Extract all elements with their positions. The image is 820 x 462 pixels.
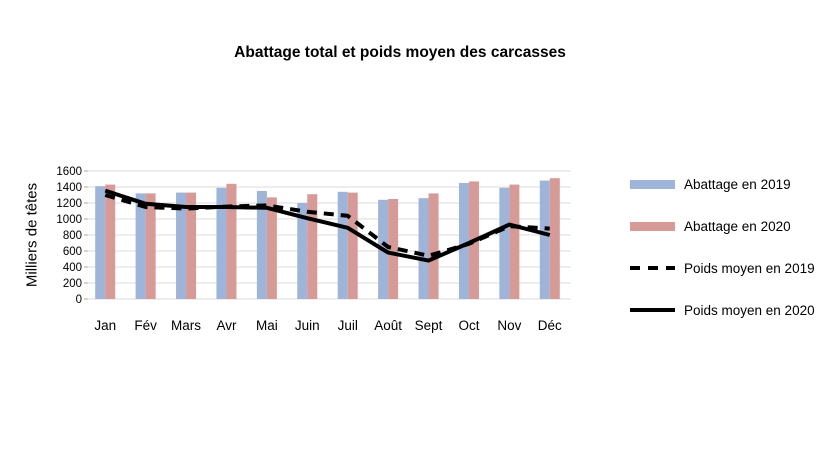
bar-abattage-en-2019	[135, 193, 146, 299]
bar-abattage-en-2019	[216, 187, 227, 299]
bar-abattage-en-2020	[347, 192, 358, 299]
dashed-line-swatch-icon	[630, 266, 675, 270]
bar-abattage-en-2019	[337, 191, 348, 299]
y-tick-label: 0	[76, 294, 82, 306]
legend-item-abattage-2019: Abattage en 2019	[630, 163, 815, 205]
bar-abattage-en-2020	[186, 192, 197, 299]
legend-item-abattage-2020: Abattage en 2020	[630, 205, 815, 247]
bar-abattage-en-2019	[539, 180, 550, 299]
x-tick-label: Nov	[497, 318, 521, 333]
x-tick-label: Déc	[538, 318, 562, 333]
y-tick-label: 1000	[56, 214, 82, 226]
chart-title: Abattage total et poids moyen des carcas…	[234, 44, 566, 61]
bar-abattage-en-2019	[297, 203, 308, 299]
y-tick-label: 1600	[56, 166, 82, 178]
solid-line-swatch-icon	[630, 308, 675, 312]
legend-label: Poids moyen en 2020	[684, 302, 815, 318]
line-poids-moyen-en-2020	[104, 188, 551, 263]
x-tick-label: Avr	[216, 318, 237, 333]
y-tick-label: 400	[63, 262, 82, 274]
bar-abattage-en-2019	[95, 186, 106, 299]
x-tick-label: Sept	[415, 318, 443, 333]
y-tick-label: 1400	[56, 182, 82, 194]
y-tick-label: 600	[63, 246, 82, 258]
bar-2019-swatch-icon	[630, 179, 675, 189]
y-tick-label: 200	[63, 278, 82, 290]
bar-abattage-en-2020	[549, 178, 560, 299]
x-tick-label: Juil	[338, 318, 358, 333]
x-tick-label: Jan	[94, 318, 116, 333]
bar-abattage-en-2020	[105, 184, 116, 299]
bar-abattage-en-2020	[307, 194, 318, 299]
bar-2020-swatch-icon	[630, 221, 675, 231]
x-tick-label: Fév	[134, 318, 157, 333]
x-tick-label: Juin	[295, 318, 320, 333]
bar-abattage-en-2020	[428, 193, 439, 299]
bar-abattage-en-2020	[266, 197, 277, 299]
bar-abattage-en-2020	[509, 184, 520, 299]
y-tick-label: 800	[63, 230, 82, 242]
bar-abattage-en-2019	[499, 187, 510, 299]
x-tick-label: Mars	[171, 318, 201, 333]
bar-abattage-en-2020	[226, 183, 237, 299]
y-tick-label: 1200	[56, 198, 82, 210]
legend-item-poids-2019: Poids moyen en 2019	[630, 247, 815, 289]
legend-label: Abattage en 2019	[684, 176, 791, 192]
x-tick-label: Oct	[458, 318, 479, 333]
x-tick-label: Mai	[256, 318, 278, 333]
bar-abattage-en-2020	[388, 199, 399, 299]
bar-abattage-en-2019	[256, 191, 267, 299]
legend-label: Poids moyen en 2019	[684, 260, 815, 276]
legend-label: Abattage en 2020	[684, 218, 791, 234]
bar-abattage-en-2019	[458, 183, 469, 299]
bar-abattage-en-2019	[418, 198, 429, 299]
bar-abattage-en-2019	[176, 192, 187, 299]
legend: Abattage en 2019 Abattage en 2020 Poids …	[630, 163, 815, 331]
x-tick-label: Août	[374, 318, 402, 333]
bar-abattage-en-2020	[145, 193, 156, 299]
legend-item-poids-2020: Poids moyen en 2020	[630, 289, 815, 331]
